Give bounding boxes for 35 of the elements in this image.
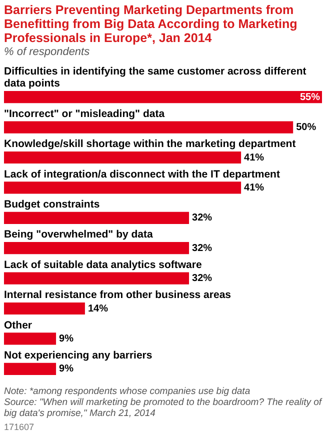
- y-tick-label: Lack of integration/a disconnect with the IT department: [4, 168, 280, 180]
- chart-title: Barriers Preventing Marketing Departments from Benefitting from Big Data According to Marketing Professionals in Europe*, Jan 2014: [4, 3, 298, 45]
- bar: [4, 272, 190, 284]
- bar: [4, 121, 294, 134]
- data-label: 41%: [244, 182, 264, 194]
- bar: [4, 212, 190, 224]
- y-tick-label: Knowledge/skill shortage within the marketing department: [4, 138, 296, 150]
- data-label: 9%: [59, 364, 74, 375]
- bar: [4, 302, 85, 315]
- bar: [4, 151, 242, 164]
- data-label: 9%: [59, 333, 74, 344]
- y-tick-label: "Incorrect" or "misleading" data: [4, 108, 165, 120]
- y-tick-label: Difficulties in identifying the same customer across different data points: [4, 66, 307, 90]
- text: Note: *among respondents whose companies use big data: [4, 386, 252, 397]
- y-tick-label: Budget constraints: [4, 198, 100, 210]
- data-label: 32%: [192, 212, 212, 224]
- data-label: 41%: [244, 152, 264, 164]
- bar: [4, 332, 56, 345]
- y-tick-label: Not experiencing any barriers: [4, 350, 152, 362]
- bar: [4, 242, 190, 254]
- data-label: 14%: [88, 303, 108, 314]
- bar: [4, 362, 56, 375]
- data-label: 32%: [192, 273, 212, 284]
- y-tick-label: Other: [4, 319, 32, 332]
- data-label: 50%: [296, 122, 316, 134]
- chart-subtitle: % of respondents: [4, 46, 91, 58]
- y-tick-label: Lack of suitable data analytics software: [4, 258, 202, 271]
- y-tick-label: Internal resistance from other business areas: [4, 289, 232, 302]
- source-note: Source: "When will marketing be promoted to the boardroom? The reality of big data's promise," March 21, 2014: [4, 397, 322, 419]
- text: 171607: [4, 422, 36, 432]
- bar: [4, 182, 242, 194]
- data-label: 32%: [192, 242, 212, 254]
- y-tick-label: Being "overwhelmed" by data: [4, 228, 153, 241]
- bar: [4, 91, 322, 104]
- data-label: 55%: [300, 92, 320, 103]
